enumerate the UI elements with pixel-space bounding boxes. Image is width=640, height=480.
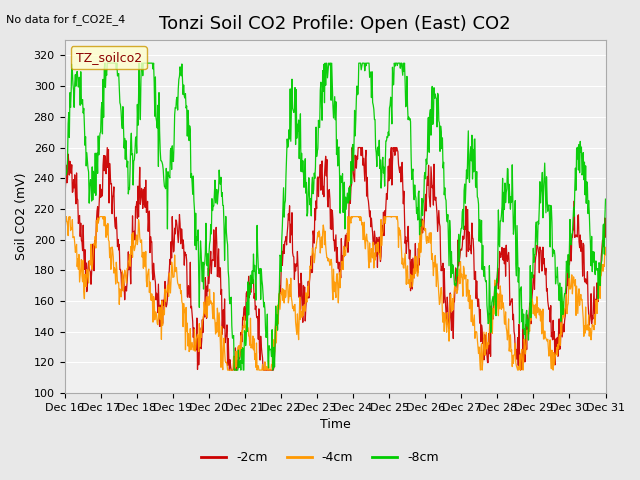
X-axis label: Time: Time [319, 419, 350, 432]
Y-axis label: Soil CO2 (mV): Soil CO2 (mV) [15, 173, 28, 260]
Title: Tonzi Soil CO2 Profile: Open (East) CO2: Tonzi Soil CO2 Profile: Open (East) CO2 [159, 15, 511, 33]
Legend: -2cm, -4cm, -8cm: -2cm, -4cm, -8cm [196, 446, 444, 469]
Legend: TZ_soilco2: TZ_soilco2 [71, 47, 147, 70]
Text: No data for f_CO2E_4: No data for f_CO2E_4 [6, 14, 125, 25]
